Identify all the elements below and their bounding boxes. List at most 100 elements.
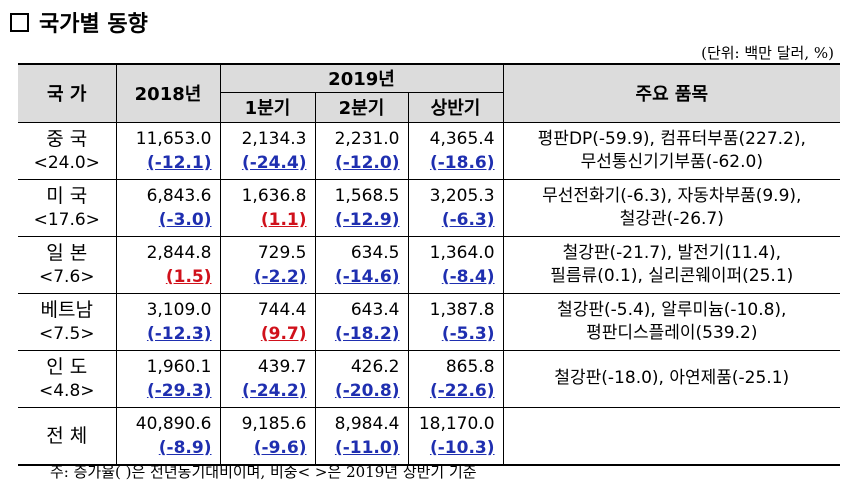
country-share: <17.6>: [33, 209, 100, 230]
major-items-line: 철강판(-5.4), 알루미늄(-10.8),: [557, 299, 787, 320]
checkbox-square-icon: [10, 12, 29, 32]
header-2018: 2018년: [115, 63, 221, 123]
growth-rate: (-12.0): [334, 152, 400, 173]
value-cell-y2018: 11,653.0 (-12.1): [115, 121, 221, 180]
country-share: <7.6>: [38, 266, 95, 287]
country-cell: 중 국 <24.0>: [18, 121, 117, 180]
value-cell-h1: 865.8 (-22.6): [407, 349, 504, 408]
value-cell-q2: 1,568.5 (-12.9): [314, 178, 409, 237]
growth-rate: (-24.4): [241, 152, 307, 173]
amount-value: 6,843.6: [146, 185, 212, 206]
value-cell-h1: 1,387.8 (-5.3): [407, 292, 504, 351]
value-cell-q2: 634.5 (-14.6): [314, 235, 409, 294]
header-q2: 2분기: [314, 91, 409, 123]
country-cell: 베트남 <7.5>: [18, 292, 117, 351]
country-name: 베트남: [40, 298, 93, 321]
amount-value: 439.7: [257, 356, 307, 377]
table-row: 베트남 <7.5> 3,109.0 (-12.3) 744.4 (9.7) 643.4 (-1…: [18, 292, 841, 351]
amount-value: 744.4: [257, 299, 307, 320]
amount-value: 3,205.3: [429, 185, 495, 206]
amount-value: 3,109.0: [146, 299, 212, 320]
growth-rate: (-12.1): [146, 152, 212, 173]
country-name: 전 체: [46, 424, 88, 447]
value-cell-y2018: 1,960.1 (-29.3): [115, 349, 221, 408]
table-row: 미 국 <17.6> 6,843.6 (-3.0) 1,636.8 (1.1) 1,568.…: [18, 178, 841, 237]
amount-value: 1,568.5: [334, 185, 400, 206]
header-country: 국 가: [18, 63, 117, 123]
amount-value: 8,984.4: [334, 413, 400, 434]
major-items-line: 철강관(-26.7): [619, 208, 724, 229]
major-items-line: 무선전화기(-6.3), 자동차부품(9.9),: [542, 185, 802, 206]
amount-value: 4,365.4: [429, 128, 495, 149]
growth-rate: (-12.9): [334, 209, 400, 230]
growth-rate: (-8.4): [441, 266, 495, 287]
page-title-text: 국가별 동향: [39, 11, 148, 37]
growth-rate: (-22.6): [429, 380, 495, 401]
growth-rate: (-29.3): [146, 380, 212, 401]
amount-value: 11,653.0: [135, 128, 212, 149]
major-items-line: 철강판(-18.0), 아연제품(-25.1): [554, 368, 790, 388]
growth-rate: (1.1): [260, 209, 307, 230]
value-cell-y2018: 2,844.8 (1.5): [115, 235, 221, 294]
amount-value: 1,364.0: [429, 242, 495, 263]
value-cell-q2: 2,231.0 (-12.0): [314, 121, 409, 180]
major-items-line: 평판디스플레이(539.2): [586, 322, 758, 343]
major-items-line: 무선통신기기부품(-62.0): [580, 151, 763, 172]
growth-rate: (-5.3): [441, 323, 495, 344]
page-title: 국가별 동향: [10, 6, 148, 38]
growth-rate: (-18.6): [429, 152, 495, 173]
header-2019: 2019년: [219, 63, 504, 93]
country-name: 인 도: [46, 355, 88, 378]
amount-value: 18,170.0: [418, 413, 495, 434]
amount-value: 729.5: [257, 242, 307, 263]
growth-rate: (-2.2): [253, 266, 307, 287]
growth-rate: (-14.6): [334, 266, 400, 287]
header-major-items: 주요 품목: [502, 63, 841, 123]
major-items-cell: [502, 406, 841, 465]
growth-rate: (-3.0): [158, 209, 212, 230]
country-cell: 일 본 <7.6>: [18, 235, 117, 294]
table-row: 중 국 <24.0> 11,653.0 (-12.1) 2,134.3 (-24.4) 2,…: [18, 121, 841, 180]
major-items-line: 평판DP(-59.9), 컴퓨터부품(227.2),: [537, 128, 806, 149]
country-name: 중 국: [46, 127, 88, 150]
amount-value: 643.4: [350, 299, 400, 320]
country-name: 미 국: [46, 184, 88, 207]
growth-rate: (-11.0): [334, 437, 400, 458]
table-row: 일 본 <7.6> 2,844.8 (1.5) 729.5 (-2.2) 634.5 (-14…: [18, 235, 841, 294]
value-cell-q2: 8,984.4 (-11.0): [314, 406, 409, 465]
amount-value: 9,185.6: [241, 413, 307, 434]
amount-value: 1,960.1: [146, 356, 212, 377]
amount-value: 1,636.8: [241, 185, 307, 206]
value-cell-q1: 439.7 (-24.2): [219, 349, 316, 408]
country-cell: 인 도 <4.8>: [18, 349, 117, 408]
value-cell-q1: 1,636.8 (1.1): [219, 178, 316, 237]
country-name: 일 본: [46, 241, 88, 264]
major-items-cell: 평판DP(-59.9), 컴퓨터부품(227.2), 무선통신기기부품(-62.0…: [502, 121, 841, 180]
amount-value: 2,844.8: [146, 242, 212, 263]
value-cell-y2018: 6,843.6 (-3.0): [115, 178, 221, 237]
amount-value: 865.8: [445, 356, 495, 377]
header-q1: 1분기: [220, 91, 316, 123]
table-row: 인 도 <4.8> 1,960.1 (-29.3) 439.7 (-24.2) 426.2 (…: [18, 349, 841, 408]
amount-value: 1,387.8: [429, 299, 495, 320]
amount-value: 40,890.6: [135, 413, 212, 434]
growth-rate: (-10.3): [429, 437, 495, 458]
growth-rate: (1.5): [165, 266, 212, 287]
amount-value: 426.2: [350, 356, 400, 377]
amount-value: 2,231.0: [334, 128, 400, 149]
amount-value: 634.5: [350, 242, 400, 263]
amount-value: 2,134.3: [241, 128, 307, 149]
country-trade-table: 국 가 2018년 2019년 주요 품목 1분기 2분기 상반기 중 국 <24…: [18, 63, 841, 466]
country-cell: 미 국 <17.6>: [18, 178, 117, 237]
table-row: 전 체 40,890.6 (-8.9) 9,185.6 (-9.6) 8,984.4 (-1…: [18, 406, 841, 465]
major-items-cell: 철강판(-21.7), 발전기(11.4), 필름류(0.1), 실리콘웨이퍼(2…: [502, 235, 841, 294]
growth-rate: (-6.3): [441, 209, 495, 230]
value-cell-q2: 643.4 (-18.2): [314, 292, 409, 351]
growth-rate: (-8.9): [158, 437, 212, 458]
value-cell-q2: 426.2 (-20.8): [314, 349, 409, 408]
footnote: 주: 증가율( )은 전년동기대비이며, 비중< >은 2019년 상반기 기준: [50, 463, 477, 481]
country-share: <4.8>: [38, 380, 95, 401]
value-cell-h1: 4,365.4 (-18.6): [407, 121, 504, 180]
value-cell-y2018: 40,890.6 (-8.9): [115, 406, 221, 465]
value-cell-h1: 1,364.0 (-8.4): [407, 235, 504, 294]
